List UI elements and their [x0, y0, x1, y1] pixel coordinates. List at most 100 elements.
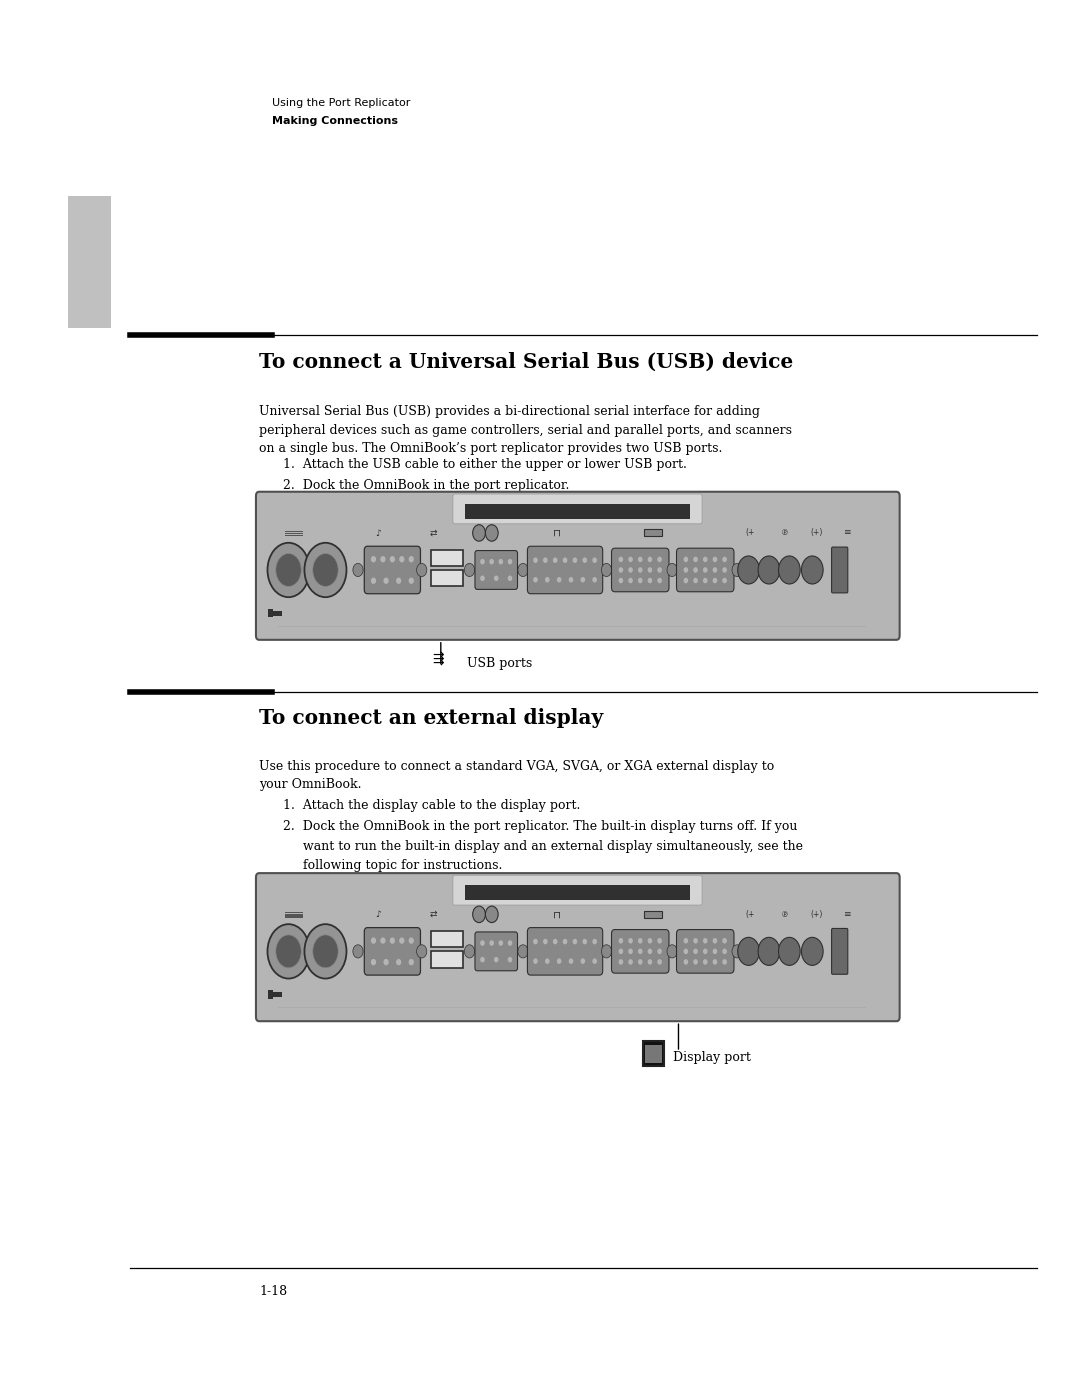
- Circle shape: [648, 960, 651, 964]
- Circle shape: [573, 940, 577, 943]
- Bar: [285, 535, 302, 536]
- Text: ⇶: ⇶: [432, 652, 444, 666]
- Circle shape: [305, 543, 347, 597]
- Circle shape: [694, 569, 698, 571]
- Circle shape: [554, 559, 557, 562]
- Circle shape: [400, 939, 404, 943]
- Circle shape: [713, 578, 716, 583]
- Circle shape: [658, 939, 661, 943]
- Circle shape: [481, 942, 484, 946]
- Circle shape: [372, 557, 376, 562]
- Circle shape: [564, 940, 567, 943]
- Circle shape: [417, 944, 427, 958]
- Circle shape: [704, 569, 706, 571]
- Text: 2.  Dock the OmniBook in the port replicator.: 2. Dock the OmniBook in the port replica…: [283, 479, 569, 492]
- FancyBboxPatch shape: [611, 929, 669, 974]
- Text: 1-18: 1-18: [259, 1285, 287, 1298]
- Circle shape: [518, 944, 528, 958]
- Circle shape: [481, 576, 484, 580]
- Text: want to run the built-in display and an external display simultaneously, see the: want to run the built-in display and an …: [283, 840, 802, 852]
- Circle shape: [409, 578, 414, 583]
- Circle shape: [268, 925, 310, 978]
- Circle shape: [534, 578, 537, 581]
- Circle shape: [509, 576, 512, 580]
- Circle shape: [704, 578, 706, 583]
- Bar: [645, 1045, 662, 1063]
- Circle shape: [509, 957, 512, 961]
- Text: Using the Port Replicator: Using the Port Replicator: [272, 98, 410, 108]
- FancyBboxPatch shape: [453, 875, 702, 905]
- Circle shape: [485, 525, 498, 541]
- Bar: [273, 610, 282, 616]
- Circle shape: [464, 944, 474, 958]
- Circle shape: [619, 578, 622, 583]
- Text: (+): (+): [811, 528, 823, 538]
- Circle shape: [638, 960, 642, 964]
- Text: Universal Serial Bus (USB) provides a bi-directional serial interface for adding: Universal Serial Bus (USB) provides a bi…: [259, 405, 793, 455]
- FancyBboxPatch shape: [364, 928, 420, 975]
- Text: ℗: ℗: [781, 909, 788, 919]
- Text: ⊓: ⊓: [553, 909, 561, 919]
- Circle shape: [534, 559, 537, 562]
- Circle shape: [569, 960, 572, 963]
- Bar: [285, 912, 302, 914]
- Circle shape: [779, 937, 800, 965]
- Circle shape: [694, 950, 698, 953]
- Circle shape: [543, 940, 546, 943]
- Text: 2.  Dock the OmniBook in the port replicator. The built-in display turns off. If: 2. Dock the OmniBook in the port replica…: [283, 820, 797, 833]
- Text: ⇄: ⇄: [430, 909, 437, 919]
- Text: following topic for instructions.: following topic for instructions.: [283, 859, 502, 872]
- Text: USB ports: USB ports: [467, 657, 531, 669]
- Bar: [643, 1041, 664, 1066]
- Text: Making Connections: Making Connections: [272, 116, 399, 126]
- Circle shape: [685, 578, 688, 583]
- Circle shape: [417, 563, 427, 577]
- Circle shape: [593, 940, 596, 943]
- Text: To connect a Universal Serial Bus (USB) device: To connect a Universal Serial Bus (USB) …: [259, 352, 794, 372]
- FancyBboxPatch shape: [676, 929, 734, 974]
- Text: (+: (+: [745, 909, 755, 919]
- Circle shape: [391, 939, 394, 943]
- Circle shape: [602, 563, 611, 577]
- Circle shape: [509, 942, 512, 946]
- Circle shape: [583, 940, 586, 943]
- Circle shape: [490, 560, 494, 564]
- Circle shape: [481, 560, 484, 564]
- Circle shape: [801, 556, 823, 584]
- Text: To connect an external display: To connect an external display: [259, 708, 604, 728]
- Circle shape: [723, 557, 726, 562]
- Circle shape: [400, 557, 404, 562]
- FancyBboxPatch shape: [256, 873, 900, 1021]
- Text: ≡: ≡: [843, 528, 850, 538]
- Circle shape: [534, 940, 537, 943]
- Circle shape: [738, 937, 759, 965]
- Circle shape: [685, 950, 688, 953]
- Circle shape: [685, 569, 688, 571]
- Circle shape: [619, 950, 622, 953]
- Circle shape: [499, 942, 502, 946]
- Circle shape: [658, 950, 661, 953]
- Bar: [431, 930, 463, 947]
- Circle shape: [569, 578, 572, 581]
- Circle shape: [704, 960, 706, 964]
- Circle shape: [704, 557, 706, 562]
- Circle shape: [619, 960, 622, 964]
- Circle shape: [648, 557, 651, 562]
- FancyBboxPatch shape: [527, 546, 603, 594]
- Circle shape: [758, 556, 780, 584]
- Circle shape: [381, 557, 384, 562]
- Circle shape: [593, 960, 596, 963]
- Circle shape: [545, 960, 549, 963]
- Circle shape: [658, 960, 661, 964]
- Circle shape: [779, 556, 800, 584]
- Circle shape: [602, 944, 611, 958]
- Text: ♪: ♪: [375, 909, 380, 919]
- Bar: [644, 529, 662, 536]
- Circle shape: [638, 950, 642, 953]
- Circle shape: [593, 578, 596, 581]
- FancyBboxPatch shape: [256, 492, 900, 640]
- Text: ⊓: ⊓: [553, 528, 561, 538]
- Circle shape: [685, 939, 688, 943]
- Text: ♪: ♪: [375, 528, 380, 538]
- Circle shape: [648, 950, 651, 953]
